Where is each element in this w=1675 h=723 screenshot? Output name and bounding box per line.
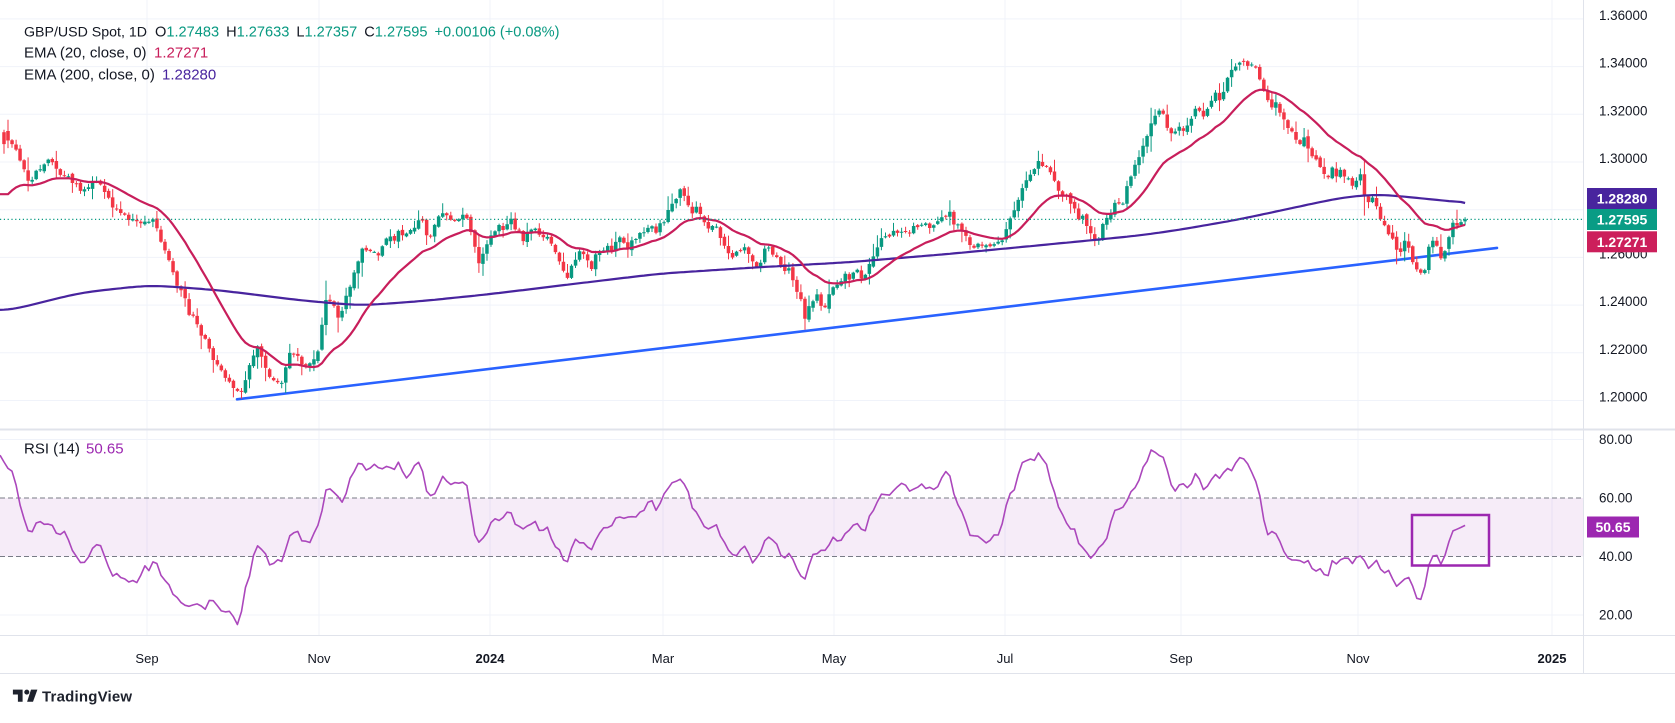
svg-text:Sep: Sep (1169, 651, 1192, 666)
svg-text:40.00: 40.00 (1599, 549, 1633, 564)
svg-text:Sep: Sep (135, 651, 158, 666)
svg-text:1.27271: 1.27271 (1597, 234, 1648, 250)
svg-text:20.00: 20.00 (1599, 608, 1633, 623)
svg-text:Jul: Jul (997, 651, 1014, 666)
svg-text:Mar: Mar (652, 651, 675, 666)
svg-text:May: May (822, 651, 847, 666)
svg-text:1.28280: 1.28280 (162, 67, 216, 84)
svg-text:1.36000: 1.36000 (1599, 8, 1647, 23)
svg-text:1.20000: 1.20000 (1599, 390, 1647, 405)
svg-text:1.32000: 1.32000 (1599, 103, 1647, 118)
svg-text:1.22000: 1.22000 (1599, 342, 1647, 357)
svg-text:Nov: Nov (1346, 651, 1370, 666)
svg-text:1.27595: 1.27595 (1597, 212, 1648, 228)
svg-text:50.65: 50.65 (86, 441, 124, 458)
svg-text:1.27271: 1.27271 (154, 45, 208, 62)
svg-text:1.34000: 1.34000 (1599, 56, 1647, 71)
svg-text:80.00: 80.00 (1599, 432, 1633, 447)
svg-text:O1.27483 H1.27633 L1.27357: O1.27483 H1.27633 L1.27357 C1.27595 +0.0… (155, 25, 559, 41)
svg-text:2024: 2024 (476, 651, 506, 666)
svg-text:50.65: 50.65 (1595, 519, 1630, 535)
svg-text:1.30000: 1.30000 (1599, 151, 1647, 166)
svg-text:2025: 2025 (1538, 651, 1567, 666)
svg-text:1.24000: 1.24000 (1599, 294, 1647, 309)
svg-text:Nov: Nov (307, 651, 331, 666)
svg-text:EMA (20, close, 0): EMA (20, close, 0) (24, 45, 147, 62)
svg-text:60.00: 60.00 (1599, 491, 1633, 506)
svg-text:GBP/USD Spot, 1D: GBP/USD Spot, 1D (24, 25, 147, 41)
svg-text:1.28280: 1.28280 (1597, 191, 1648, 207)
svg-text:TradingView: TradingView (42, 689, 132, 706)
svg-text:EMA (200, close, 0): EMA (200, close, 0) (24, 67, 155, 84)
svg-text:RSI (14): RSI (14) (24, 441, 80, 458)
